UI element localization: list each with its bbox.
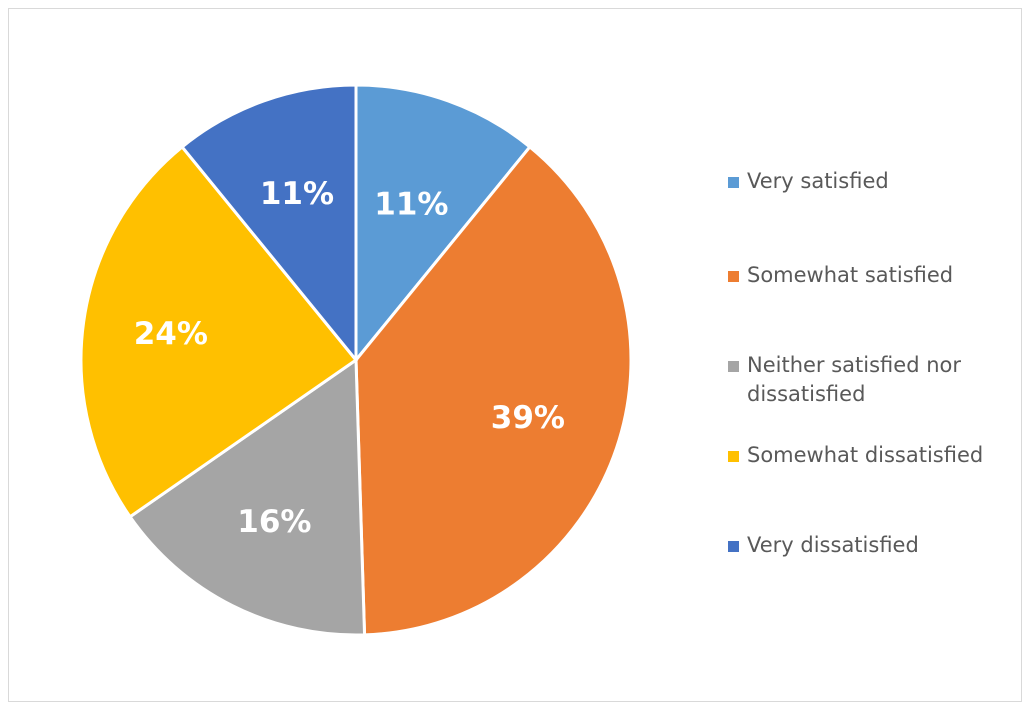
legend-item-somewhat-satisfied: Somewhat satisfied [728,261,1017,290]
pie-chart: 11% 39% 16% 24% 11% [79,83,633,637]
legend-label: Very dissatisfied [747,533,919,557]
legend-item-very-satisfied: Very satisfied [728,167,1017,196]
data-label: 16% [237,504,311,540]
data-label: 11% [260,176,334,212]
legend-label: Somewhat satisfied [747,263,954,287]
legend-swatch [728,271,739,282]
pie-slice-neither-satisfied-nor-dissatisfied [127,357,367,637]
legend-item-somewhat-dissatisfied: Somewhat dissatisfied [728,441,1017,470]
legend-swatch [728,541,739,552]
legend-item-neither: Neither satisfied nor dissatisfied [728,351,1017,409]
legend-swatch [728,177,739,188]
data-label: 39% [491,400,565,436]
pie-slice-somewhat-satisfied [354,144,633,637]
chart-frame: 11% 39% 16% 24% 11% Very satisfied Somewhat … [8,8,1022,702]
legend-label: Very satisfied [747,169,889,193]
pie-slice-very-dissatisfied [180,83,358,365]
legend-item-very-dissatisfied: Very dissatisfied [728,531,1017,560]
data-label: 24% [134,316,208,352]
legend-swatch [728,451,739,462]
pie-slice-somewhat-dissatisfied [79,144,359,519]
legend-swatch [728,361,739,372]
pie-slice-very-satisfied [354,83,532,365]
pie-slices [79,83,633,637]
legend-label: Neither satisfied nor dissatisfied [747,353,961,406]
data-label: 11% [374,187,448,223]
legend-label: Somewhat dissatisfied [747,443,984,467]
pie-data-labels: 11% 39% 16% 24% 11% [134,176,565,540]
